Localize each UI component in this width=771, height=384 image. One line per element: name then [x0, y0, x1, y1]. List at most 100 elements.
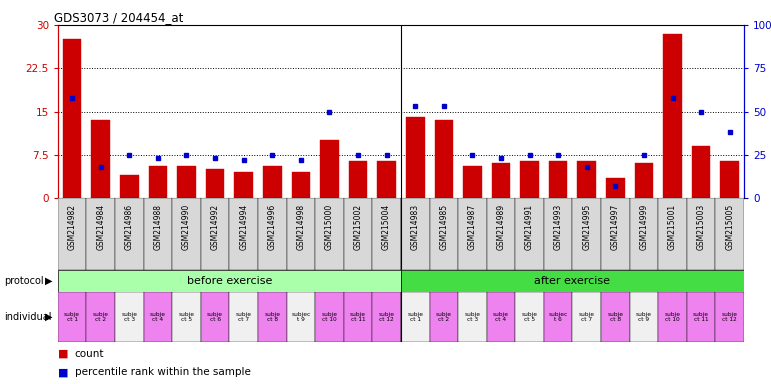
Text: subje
ct 1: subje ct 1 [407, 312, 423, 322]
Bar [86, 198, 115, 270]
Text: subje
ct 11: subje ct 11 [350, 312, 366, 322]
Bar [572, 292, 601, 342]
Text: subje
ct 5: subje ct 5 [521, 312, 537, 322]
Bar [458, 292, 487, 342]
Bar [344, 198, 372, 270]
Bar [258, 198, 287, 270]
Text: subje
ct 10: subje ct 10 [322, 312, 338, 322]
Text: subje
ct 4: subje ct 4 [493, 312, 509, 322]
Bar [229, 292, 258, 342]
Bar [429, 198, 458, 270]
Bar [234, 172, 253, 198]
Text: GSM214985: GSM214985 [439, 204, 448, 250]
Bar [206, 169, 224, 198]
Bar [520, 161, 539, 198]
Bar [62, 40, 82, 198]
Bar [115, 198, 143, 270]
Text: subje
ct 5: subje ct 5 [178, 312, 194, 322]
Text: subje
ct 2: subje ct 2 [93, 312, 109, 322]
Bar [291, 172, 310, 198]
Bar [149, 166, 167, 198]
Text: GSM215000: GSM215000 [325, 204, 334, 250]
Bar [435, 120, 453, 198]
Text: individual: individual [4, 312, 52, 322]
Text: protocol: protocol [4, 276, 43, 286]
Text: GSM214983: GSM214983 [411, 204, 419, 250]
Bar [544, 198, 572, 270]
Bar [406, 117, 425, 198]
Text: subje
ct 3: subje ct 3 [464, 312, 480, 322]
Bar [315, 292, 344, 342]
Bar [143, 292, 172, 342]
Text: percentile rank within the sample: percentile rank within the sample [75, 367, 251, 377]
Bar [143, 198, 172, 270]
Bar [658, 198, 687, 270]
Text: GSM214991: GSM214991 [525, 204, 534, 250]
Bar [200, 292, 229, 342]
Bar [515, 198, 544, 270]
Bar [172, 292, 200, 342]
Bar [401, 270, 744, 292]
Bar [348, 161, 367, 198]
Bar [258, 292, 287, 342]
Text: GSM215001: GSM215001 [668, 204, 677, 250]
Text: GSM214992: GSM214992 [210, 204, 220, 250]
Bar [315, 198, 344, 270]
Bar [515, 292, 544, 342]
Text: subje
ct 11: subje ct 11 [693, 312, 709, 322]
Bar [320, 140, 338, 198]
Text: count: count [75, 349, 104, 359]
Bar [229, 198, 258, 270]
Bar [200, 198, 229, 270]
Text: subje
ct 7: subje ct 7 [236, 312, 251, 322]
Text: subje
ct 1: subje ct 1 [64, 312, 80, 322]
Text: subjec
t 6: subjec t 6 [548, 312, 567, 322]
Text: ■: ■ [58, 367, 69, 377]
Bar [577, 161, 596, 198]
Bar [458, 198, 487, 270]
Text: GSM214984: GSM214984 [96, 204, 105, 250]
Text: GSM214996: GSM214996 [268, 204, 277, 250]
Bar [630, 292, 658, 342]
Text: subjec
t 9: subjec t 9 [291, 312, 311, 322]
Text: GSM214994: GSM214994 [239, 204, 248, 250]
Text: GSM215005: GSM215005 [726, 204, 734, 250]
Bar [58, 292, 86, 342]
Bar [120, 175, 139, 198]
Bar [715, 292, 744, 342]
Bar [115, 292, 143, 342]
Text: GSM214986: GSM214986 [125, 204, 134, 250]
Text: subje
ct 10: subje ct 10 [665, 312, 681, 322]
Bar [492, 164, 510, 198]
Text: after exercise: after exercise [534, 276, 611, 286]
Text: GSM214989: GSM214989 [497, 204, 506, 250]
Bar [263, 166, 281, 198]
Bar [658, 292, 687, 342]
Text: ▶: ▶ [45, 312, 52, 322]
Bar [715, 198, 744, 270]
Bar [687, 198, 715, 270]
Text: subje
ct 12: subje ct 12 [722, 312, 738, 322]
Text: GSM215002: GSM215002 [354, 204, 362, 250]
Text: GSM214999: GSM214999 [639, 204, 648, 250]
Text: GSM214995: GSM214995 [582, 204, 591, 250]
Bar [549, 161, 567, 198]
Bar [58, 270, 401, 292]
Text: subje
ct 8: subje ct 8 [264, 312, 281, 322]
Bar [487, 292, 515, 342]
Bar [172, 198, 200, 270]
Bar [487, 198, 515, 270]
Bar [344, 292, 372, 342]
Text: GSM214990: GSM214990 [182, 204, 191, 250]
Text: subje
ct 4: subje ct 4 [150, 312, 166, 322]
Bar [572, 198, 601, 270]
Bar [377, 161, 396, 198]
Text: GDS3073 / 204454_at: GDS3073 / 204454_at [55, 11, 183, 24]
Bar [287, 198, 315, 270]
Bar [635, 164, 653, 198]
Text: ■: ■ [58, 349, 69, 359]
Bar [372, 292, 401, 342]
Bar [372, 198, 401, 270]
Bar [287, 292, 315, 342]
Text: GSM214993: GSM214993 [554, 204, 563, 250]
